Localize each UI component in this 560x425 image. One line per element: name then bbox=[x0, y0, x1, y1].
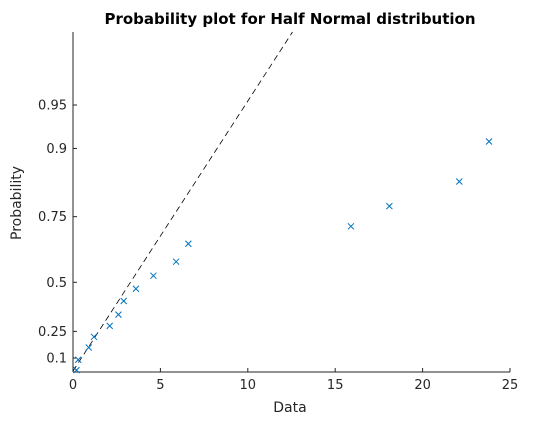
chart-title: Probability plot for Half Normal distrib… bbox=[104, 10, 475, 28]
data-points bbox=[73, 138, 493, 374]
y-tick-label: 0.25 bbox=[38, 325, 67, 340]
x-tick-label: 10 bbox=[240, 378, 257, 393]
data-point bbox=[73, 366, 80, 374]
data-point bbox=[115, 311, 122, 319]
y-tick-label: 0.95 bbox=[38, 99, 67, 114]
x-tick-label: 5 bbox=[156, 378, 164, 393]
data-point bbox=[485, 138, 493, 145]
data-point bbox=[74, 356, 82, 364]
x-axis-label: Data bbox=[273, 400, 306, 416]
x-tick-label: 25 bbox=[502, 378, 519, 393]
data-point bbox=[150, 272, 157, 280]
y-tick-label: 0.1 bbox=[46, 352, 67, 367]
data-point bbox=[386, 202, 393, 210]
x-tick-label: 20 bbox=[414, 378, 431, 393]
x-tick-label: 0 bbox=[69, 378, 77, 393]
data-point bbox=[132, 285, 140, 293]
data-point bbox=[85, 344, 93, 351]
data-point bbox=[185, 240, 192, 248]
data-point bbox=[90, 333, 98, 341]
x-tick-label: 15 bbox=[327, 378, 344, 393]
y-tick-label: 0.75 bbox=[38, 210, 67, 225]
data-point bbox=[120, 297, 128, 305]
reference-line bbox=[72, 31, 293, 372]
x-axis-ticks: 0 5 10 15 20 25 bbox=[69, 368, 518, 393]
y-axis-label: Probability bbox=[9, 166, 25, 240]
y-tick-label: 0.5 bbox=[46, 276, 67, 291]
data-point bbox=[455, 178, 463, 185]
y-axis-ticks: 0.1 0.25 0.5 0.75 0.9 0.95 bbox=[38, 99, 77, 367]
data-point bbox=[172, 258, 180, 266]
data-point bbox=[106, 322, 114, 330]
axes bbox=[72, 32, 510, 373]
reference-line-group bbox=[72, 31, 293, 372]
y-tick-label: 0.9 bbox=[46, 142, 67, 157]
data-point bbox=[347, 222, 355, 230]
